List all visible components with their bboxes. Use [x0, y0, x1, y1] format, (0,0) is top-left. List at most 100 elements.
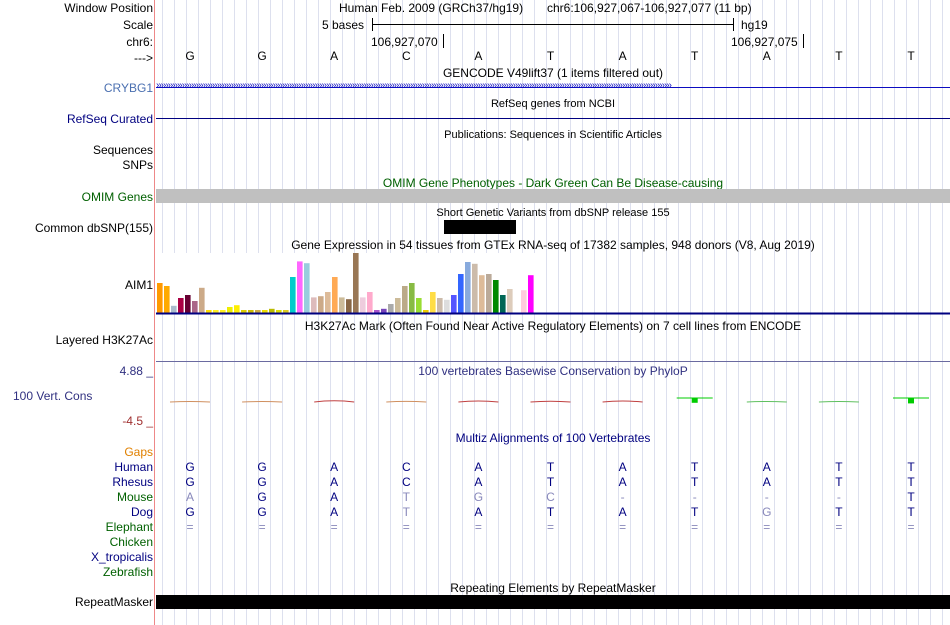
species-label[interactable]: Mouse — [116, 490, 153, 504]
repeatmasker-label[interactable]: RepeatMasker — [74, 595, 153, 609]
gtex-tissue-bar[interactable] — [500, 295, 506, 313]
dbsnp-variant-block[interactable] — [444, 220, 516, 234]
phylop-mark[interactable] — [314, 400, 355, 403]
gtex-tissue-bar[interactable] — [290, 277, 296, 313]
gtex-tissue-bar[interactable] — [388, 304, 394, 313]
species-label[interactable]: Zebrafish — [102, 565, 153, 579]
aligned-base: A — [474, 505, 483, 519]
gtex-tissue-bar[interactable] — [248, 310, 254, 313]
gtex-tissue-bar[interactable] — [437, 298, 443, 313]
base: T — [691, 49, 699, 63]
gtex-tissue-bar[interactable] — [409, 283, 415, 313]
gtex-tissue-bar[interactable] — [479, 275, 485, 313]
gtex-tissue-bar[interactable] — [199, 287, 205, 313]
gencode-gene-feature[interactable]: ››››››››››››››››››››››››››››››››››››››››… — [156, 80, 672, 91]
gtex-tissue-bar[interactable] — [157, 283, 163, 313]
gtex-tissue-bar[interactable] — [213, 310, 219, 313]
gtex-tissue-bar[interactable] — [255, 310, 261, 313]
gtex-tissue-bar[interactable] — [367, 292, 373, 313]
pubs-title: Publications: Sequences in Scientific Ar… — [444, 129, 662, 141]
species-label[interactable]: Elephant — [105, 520, 153, 534]
phylop-mark[interactable] — [530, 400, 571, 403]
phylop-mark[interactable] — [691, 398, 698, 403]
phylop-mark[interactable] — [169, 401, 211, 403]
gtex-tissue-bar[interactable] — [402, 286, 408, 313]
gtex-tissue-bar[interactable] — [507, 289, 513, 313]
gtex-tissue-bar[interactable] — [465, 262, 471, 313]
gtex-tissue-bar[interactable] — [493, 280, 499, 313]
gtex-tissue-bar[interactable] — [234, 305, 240, 313]
refseq-gene-line[interactable] — [156, 118, 950, 119]
gtex-tissue-bar[interactable] — [416, 298, 422, 313]
gtex-tissue-bar[interactable] — [423, 310, 429, 313]
gtex-tissue-bar[interactable] — [164, 286, 170, 313]
gtex-tissue-bar[interactable] — [206, 310, 212, 313]
phylop-mark[interactable] — [746, 401, 787, 403]
phylop-mark[interactable] — [818, 401, 859, 403]
gtex-tissue-bar[interactable] — [178, 298, 184, 313]
gtex-tissue-bar[interactable] — [395, 298, 401, 313]
phylop-plot[interactable] — [156, 380, 950, 420]
phylop-mark[interactable] — [386, 400, 427, 403]
gtex-tissue-bar[interactable] — [486, 274, 492, 313]
gtex-tissue-bar[interactable] — [346, 299, 352, 313]
phylop-mark[interactable] — [602, 400, 643, 403]
aligned-base: G — [257, 505, 267, 519]
gtex-tissue-bar[interactable] — [381, 308, 387, 313]
gtex-tissue-bar[interactable] — [339, 297, 345, 313]
gtex-tissue-bar[interactable] — [269, 308, 275, 313]
species-label[interactable]: X_tropicalis — [90, 550, 153, 564]
pubs-label[interactable]: Sequences — [92, 143, 153, 157]
gtex-tissue-bar[interactable] — [528, 275, 534, 313]
gtex-tissue-bar[interactable] — [297, 261, 303, 313]
omim-feature-bar[interactable] — [156, 189, 950, 203]
species-label[interactable]: Dog — [130, 505, 153, 519]
gtex-tissue-bar[interactable] — [227, 307, 233, 313]
gtex-tissue-bar[interactable] — [521, 290, 527, 313]
phylop-mark[interactable] — [458, 400, 499, 403]
gtex-tissue-bar[interactable] — [276, 310, 282, 313]
phylop-mark[interactable] — [908, 398, 914, 404]
gtex-tissue-bar[interactable] — [311, 297, 317, 313]
gtex-tissue-bar[interactable] — [444, 299, 450, 313]
gtex-tissue-bar[interactable] — [458, 274, 464, 313]
gtex-tissue-bar[interactable] — [318, 296, 324, 313]
base: A — [762, 49, 771, 63]
gtex-tissue-bar[interactable] — [360, 297, 366, 313]
repeatmasker-element[interactable] — [156, 595, 950, 609]
h3k27ac-label[interactable]: Layered H3K27Ac — [55, 333, 153, 347]
gtex-tissue-bar[interactable] — [192, 301, 198, 313]
gtex-tissue-bar[interactable] — [472, 263, 478, 313]
gtex-bar-chart[interactable] — [156, 253, 950, 315]
gtex-tissue-bar[interactable] — [220, 310, 226, 313]
phylop-min-label: -4.5 _ — [122, 414, 153, 428]
gtex-gene-label[interactable]: AIM1 — [124, 278, 153, 292]
phylop-label[interactable]: 100 Vert. Cons — [13, 389, 93, 403]
gtex-tissue-bar[interactable] — [332, 277, 338, 313]
strand-arrow-label: ---> — [134, 51, 153, 65]
refseq-label[interactable]: RefSeq Curated — [66, 112, 153, 126]
gtex-tissue-bar[interactable] — [374, 310, 380, 313]
gtex-tissue-bar[interactable] — [304, 263, 310, 313]
gtex-tissue-bar[interactable] — [325, 292, 331, 313]
species-label[interactable]: Chicken — [109, 535, 153, 549]
gaps-label[interactable]: Gaps — [124, 445, 153, 459]
gtex-tissue-bar[interactable] — [262, 310, 268, 313]
snps-label[interactable]: SNPs — [122, 158, 153, 172]
species-label[interactable]: Rhesus — [112, 475, 153, 489]
dbsnp-label[interactable]: Common dbSNP(155) — [34, 221, 153, 235]
gtex-tissue-bar[interactable] — [171, 305, 177, 313]
gtex-tissue-bar[interactable] — [430, 292, 436, 313]
omim-label[interactable]: OMIM Genes — [81, 190, 153, 204]
gtex-tissue-bar[interactable] — [241, 310, 247, 313]
gtex-tissue-bar[interactable] — [451, 295, 457, 313]
aligned-base: = — [258, 520, 266, 534]
phylop-mark[interactable] — [242, 401, 283, 403]
gtex-tissue-bar[interactable] — [514, 292, 520, 313]
gtex-tissue-bar[interactable] — [283, 310, 289, 313]
gtex-tissue-bar[interactable] — [185, 295, 191, 313]
window-position[interactable]: chr6:106,927,067-106,927,077 (11 bp) — [547, 1, 752, 15]
gencode-gene-label[interactable]: CRYBG1 — [103, 81, 153, 95]
species-label[interactable]: Human — [114, 460, 153, 474]
gtex-tissue-bar[interactable] — [353, 253, 359, 313]
